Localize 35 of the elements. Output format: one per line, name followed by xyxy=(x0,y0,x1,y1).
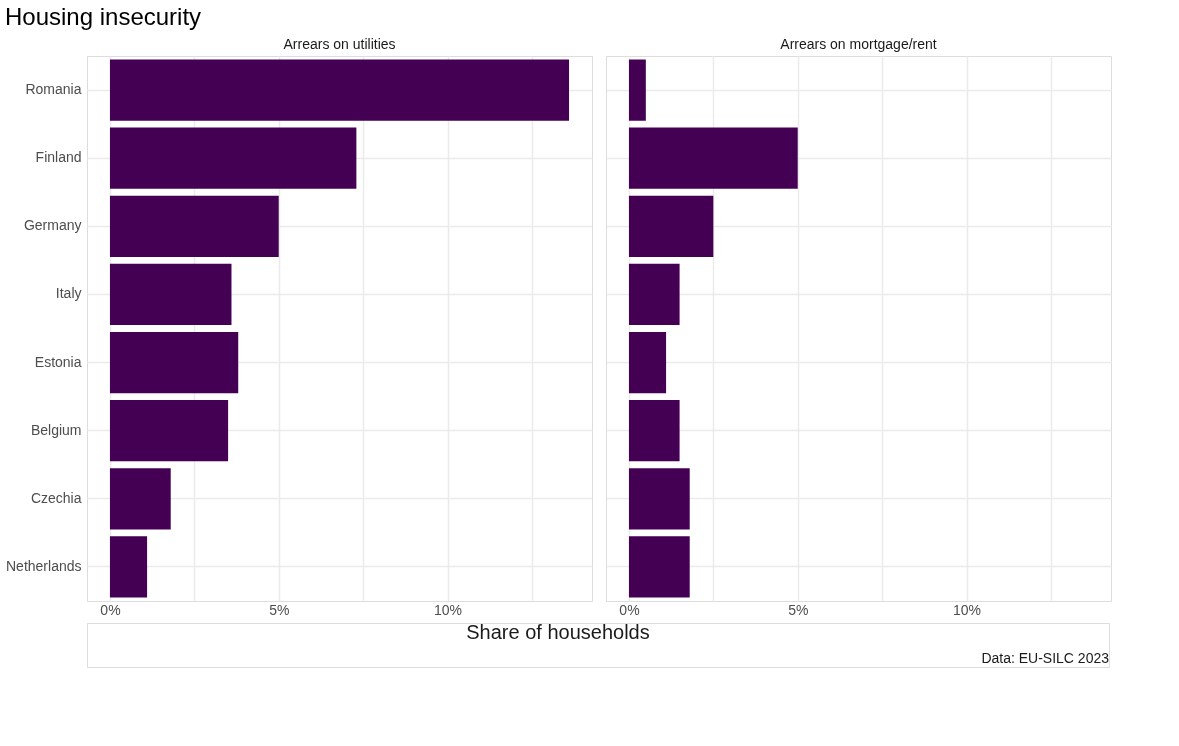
chart-title: Housing insecurity xyxy=(5,2,202,30)
bar xyxy=(628,59,646,121)
bar xyxy=(628,536,690,598)
bar xyxy=(109,331,239,394)
y-tick-label: Netherlands xyxy=(6,557,82,574)
bar xyxy=(628,468,690,530)
bar xyxy=(628,400,680,462)
y-tick-label: Belgium xyxy=(30,421,82,438)
x-tick-label: 5% xyxy=(788,601,809,618)
bar xyxy=(628,127,798,189)
y-tick-label: Czechia xyxy=(30,489,82,506)
bar xyxy=(109,59,570,121)
text: Data: EU-SILC 2023 xyxy=(981,650,1110,666)
x-tick-label: 10% xyxy=(953,601,982,618)
chart-subtitle: Arrears on utilities xyxy=(283,36,396,52)
bar xyxy=(109,263,232,326)
bar xyxy=(109,400,229,462)
bar xyxy=(628,263,680,326)
x-tick-label: 5% xyxy=(269,601,290,618)
y-tick-label: Estonia xyxy=(34,353,82,370)
x-tick-label: 0% xyxy=(619,601,640,618)
bar xyxy=(109,468,171,530)
bar xyxy=(109,127,357,189)
x-tick-label: 0% xyxy=(100,601,121,618)
bar xyxy=(109,195,279,257)
y-tick-label: Italy xyxy=(55,285,82,302)
bar xyxy=(109,536,148,598)
x-tick-label: 10% xyxy=(434,601,463,618)
y-tick-label: Germany xyxy=(23,217,82,234)
y-tick-label: Finland xyxy=(35,149,82,166)
bar xyxy=(628,195,714,257)
x-axis-title: Share of households xyxy=(466,621,650,643)
y-tick-label: Romania xyxy=(25,81,82,98)
bar xyxy=(628,331,667,394)
chart-subtitle: Arrears on mortgage/rent xyxy=(780,36,937,52)
